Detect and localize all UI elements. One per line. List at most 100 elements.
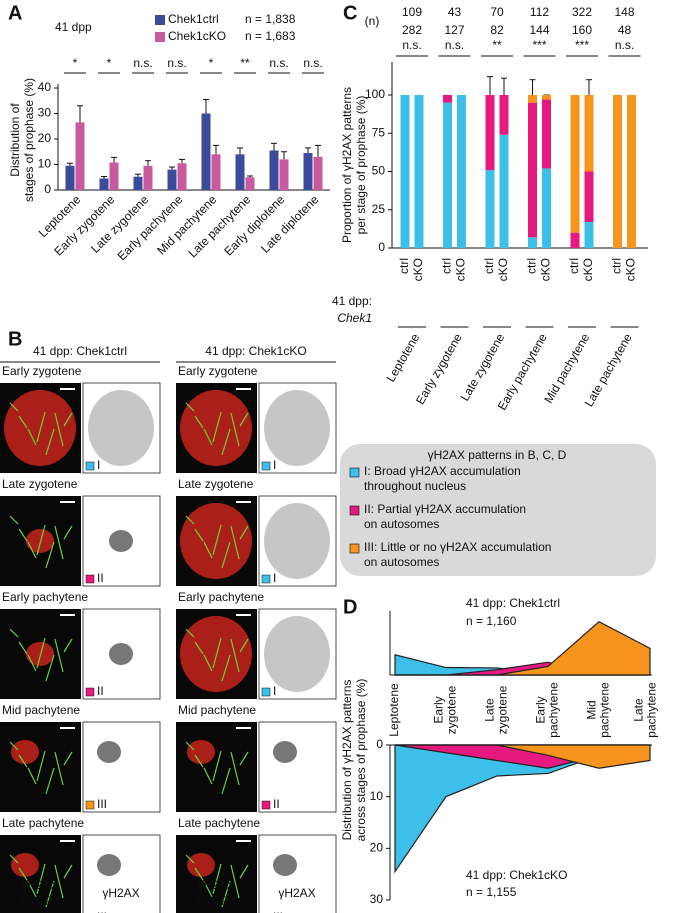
image-axis [63,751,73,766]
image-blob [26,642,54,666]
image-blob [11,740,39,764]
bar [99,178,109,190]
error-bar [203,98,209,114]
stage-label: Early zygotene [178,364,258,378]
bar [201,113,211,190]
bar [269,150,279,190]
image-axis [194,415,204,429]
significance: n.s. [445,38,464,52]
chart-subtitle: n = 1,160 [466,614,517,628]
stage-label: Late zygotene [178,477,254,491]
image-axis [239,525,249,540]
image-axis [230,412,240,447]
image-axis [18,754,28,768]
bar-segment [528,95,537,103]
n-value: 160 [572,23,592,37]
x-tick-label: Mid pachytene [541,331,592,406]
x-tick-label: Early [534,696,548,723]
bar [133,176,143,190]
image-axis [185,628,195,638]
bar-segment [528,237,537,248]
pattern-swatch [85,800,95,810]
stage-label: Early pachytene [2,590,88,604]
bar-segment [528,102,537,238]
bar [235,154,245,190]
image-axis [45,654,55,682]
x-tick-label: Late zygotene [458,331,508,404]
bar [279,159,289,190]
y-tick-label: 30 [370,892,384,906]
x-tick-label: pachytene [598,682,612,738]
bar-segment [443,95,452,103]
bar-segment [584,171,594,222]
pattern-swatch [85,687,95,697]
image-axis [203,880,213,898]
pattern-code: III [97,910,107,913]
image-axis [18,415,28,429]
image-blob [97,854,121,876]
bar-segment [613,95,622,248]
y-axis-label: per stage of prophase (%) [354,96,368,235]
error-bar [271,142,277,151]
n-value: 144 [529,23,549,37]
image-axis [230,751,240,786]
image-blob [180,503,252,579]
image-axis [239,864,249,879]
image-blob [109,643,133,665]
image-axis [36,411,46,443]
image-axis [36,524,46,556]
image-axis [36,750,46,782]
image-axis [194,641,204,655]
stage-label: Mid pachytene [2,703,80,717]
image-axis [27,767,37,785]
x-tick-label: Late [483,698,497,722]
bar-segment [542,168,551,248]
legend-text: : Partial γH2AX accumulation [371,502,526,516]
image-axis [221,654,231,682]
image-axis [54,525,64,560]
pattern-swatch [261,574,271,584]
error-bar [101,175,107,179]
y-tick-label: 30 [38,106,52,120]
x-tick-label: Late [632,698,646,722]
legend-text: : Little or no γH2AX accumulation [374,540,551,554]
image-axis [212,411,222,443]
error-bar [305,147,311,154]
image-axis [203,654,213,672]
x-tick-label: Leptotene [384,331,423,385]
image-axis [45,767,55,795]
bar-label: cKO [624,258,638,281]
channel-label: SYCP3 [196,894,236,908]
image-blob [180,616,252,692]
y-axis-label: across stages of prophase (%) [354,679,368,842]
bar [167,169,177,190]
y-tick-label: 10 [38,157,52,171]
image-axis [230,525,240,560]
image-axis [194,754,204,768]
error-bar [213,144,219,155]
y-tick-label: 0 [376,737,383,751]
n-value: 127 [444,23,464,37]
bar [313,156,323,190]
image-axis [9,854,19,864]
x-tick-label: pachytene [645,682,659,738]
x-tick-label: zygotene [496,685,510,734]
stage-label: Late zygotene [2,477,78,491]
x-prefix: Chek1 [337,311,372,325]
image-axis [9,628,19,638]
image-blob [109,530,133,552]
image-blob [11,853,39,877]
x-tick-label: zygotene [445,685,459,734]
image-blob [26,529,54,553]
bar-label: ctrl [525,258,539,274]
bar [109,162,119,190]
y-tick-label: 100 [365,87,385,101]
stage-label: Early zygotene [2,364,82,378]
significance: n.s. [269,56,288,70]
y-axis-label: Distribution of [8,103,22,177]
bar-segment [499,134,509,248]
legend-swatch [349,543,360,554]
legend-n: n = 1,838 [245,12,296,26]
bar-segment [414,95,424,248]
error-bar [237,147,243,155]
